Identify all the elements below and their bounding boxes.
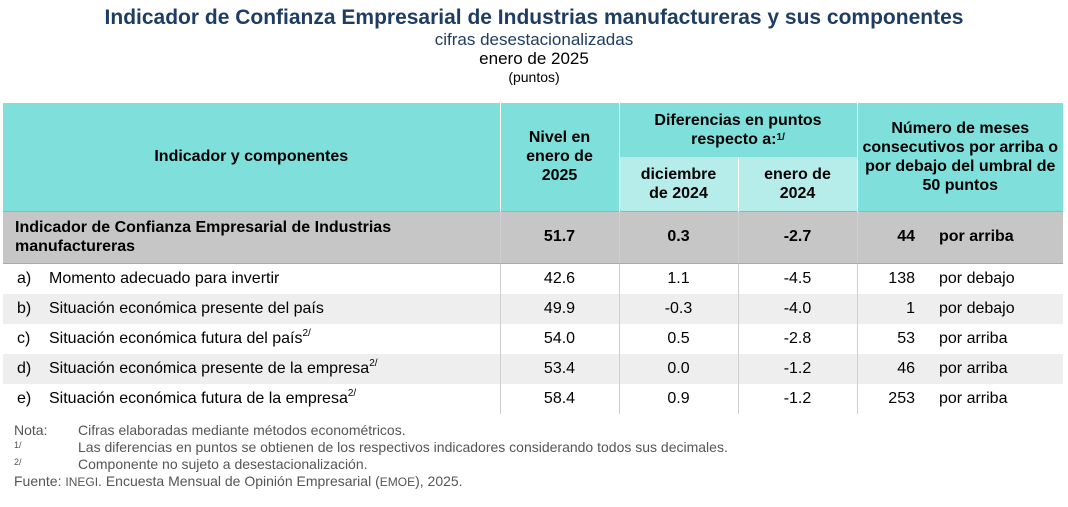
source-line: Fuente: INEGI. Encuesta Mensual de Opini… <box>14 473 728 491</box>
component-name: Situación económica presente de la empre… <box>49 359 370 377</box>
main-indicator-diff-jan: -2.7 <box>737 210 857 264</box>
component-months: 1 <box>856 293 915 324</box>
component-diff-jan: -4.5 <box>737 263 857 294</box>
component-letter: b) <box>17 299 32 317</box>
note-1: 1/Las diferencias en puntos se obtienen … <box>14 439 728 456</box>
page-subtitle: cifras desestacionalizadas <box>434 30 634 49</box>
main-indicator-diff-dec: 0.3 <box>618 210 738 264</box>
note-methods: Nota: Cifras elaboradas mediante métodos … <box>14 422 728 439</box>
component-name: Momento adecuado para invertir <box>49 269 280 287</box>
note-1-key: 1/ <box>14 440 22 450</box>
component-months: 46 <box>856 353 915 384</box>
note-2-text: Componente no sujeto a desestacionalizac… <box>78 456 368 472</box>
component-note: 2/ <box>369 357 378 369</box>
table-row: c) Situación económica futura del país2/ … <box>3 323 1063 354</box>
component-direction: por arriba <box>915 353 1063 384</box>
note-text: Cifras elaboradas mediante métodos econo… <box>78 422 406 438</box>
note-1-text: Las diferencias en puntos se obtienen de… <box>78 439 728 455</box>
table-row: b) Situación económica presente del país … <box>3 293 1063 324</box>
component-diff-jan: -4.0 <box>737 293 857 324</box>
component-label: c) Situación económica futura del país2/ <box>3 324 500 354</box>
note-label: Nota: <box>14 422 48 438</box>
component-diff-dec: 1.1 <box>618 263 738 294</box>
page-title: Indicador de Confianza Empresarial de In… <box>104 6 964 29</box>
component-name: Situación económica futura de la empresa <box>49 389 348 407</box>
header-differences-text: Diferencias en puntos respecto a: <box>654 112 822 148</box>
component-name: Situación económica futura del país <box>49 329 303 347</box>
component-note: 2/ <box>302 327 311 339</box>
header-jan-2024: enero de 2024 <box>737 157 857 211</box>
component-letter: e) <box>17 389 32 407</box>
header-level: Nivel en enero de 2025 <box>499 103 619 211</box>
component-direction: por debajo <box>915 293 1063 324</box>
period-label: enero de 2025 <box>479 49 589 68</box>
table-row: a) Momento adecuado para invertir 42.6 1.… <box>3 263 1063 294</box>
footnotes: Nota: Cifras elaboradas mediante métodos … <box>14 422 728 491</box>
component-diff-dec: -0.3 <box>618 293 738 324</box>
table-row-main-indicator: Indicador de Confianza Empresarial de In… <box>3 210 1063 264</box>
header-dec-2024: diciembre de 2024 <box>618 157 738 211</box>
component-months: 53 <box>856 323 915 354</box>
component-diff-dec: 0.5 <box>618 323 738 354</box>
component-level: 49.9 <box>499 293 619 324</box>
component-diff-dec: 0.9 <box>618 383 738 414</box>
component-level: 42.6 <box>499 263 619 294</box>
component-label: b) Situación económica presente del país <box>3 293 500 324</box>
component-diff-jan: -2.8 <box>737 323 857 354</box>
units-label: (puntos) <box>508 69 560 85</box>
component-direction: por arriba <box>939 389 1008 407</box>
component-months: 253 <box>856 383 915 414</box>
note-2-key: 2/ <box>14 457 22 467</box>
source-label: Fuente: <box>14 473 62 489</box>
component-label: a) Momento adecuado para invertir <box>3 263 500 294</box>
component-label: e) Situación económica futura de la empre… <box>3 384 500 414</box>
component-direction: por debajo <box>939 269 1015 287</box>
component-direction: por arriba <box>939 329 1008 347</box>
note-2: 2/Componente no sujeto a desestacionaliz… <box>14 456 728 473</box>
main-indicator-level: 51.7 <box>499 210 619 264</box>
header-indicator: Indicador y componentes <box>3 103 500 211</box>
component-level: 53.4 <box>499 353 619 384</box>
main-indicator-months: 44 <box>856 210 915 264</box>
component-label: d) Situación económica presente de la emp… <box>3 353 500 384</box>
table-row: e) Situación económica futura de la empre… <box>3 383 1063 414</box>
title-block: Indicador de Confianza Empresarial de In… <box>0 0 1068 85</box>
component-months: 138 <box>856 263 915 294</box>
table-row: d) Situación económica presente de la emp… <box>3 353 1063 384</box>
component-note: 2/ <box>347 387 357 399</box>
component-letter: c) <box>17 329 31 347</box>
component-level: 54.0 <box>499 323 619 354</box>
component-level: 58.4 <box>499 383 619 414</box>
header-differences: Diferencias en puntos respecto a:1/ <box>618 103 857 157</box>
component-diff-dec: 0.0 <box>618 353 738 384</box>
source-org: INEGI <box>65 475 99 489</box>
main-indicator-label: Indicador de Confianza Empresarial de In… <box>3 210 500 264</box>
header-months: Número de meses consecutivos por arriba … <box>856 103 1063 211</box>
header-differences-note: 1/ <box>776 132 785 143</box>
component-letter: a) <box>17 269 32 287</box>
source-text: . Encuesta Mensual de Opinión Empresaria… <box>98 473 380 489</box>
indicator-table: Indicador y componentes Nivel en enero d… <box>3 103 1063 414</box>
component-letter: d) <box>17 359 32 377</box>
source-abbr: EMOE <box>379 475 416 489</box>
component-name: Situación económica presente del país <box>49 299 324 317</box>
component-diff-jan: -1.2 <box>737 383 857 414</box>
main-indicator-direction: por arriba <box>915 210 1063 264</box>
component-diff-jan: -1.2 <box>737 353 857 384</box>
source-text-end: ), 2025. <box>415 473 463 489</box>
